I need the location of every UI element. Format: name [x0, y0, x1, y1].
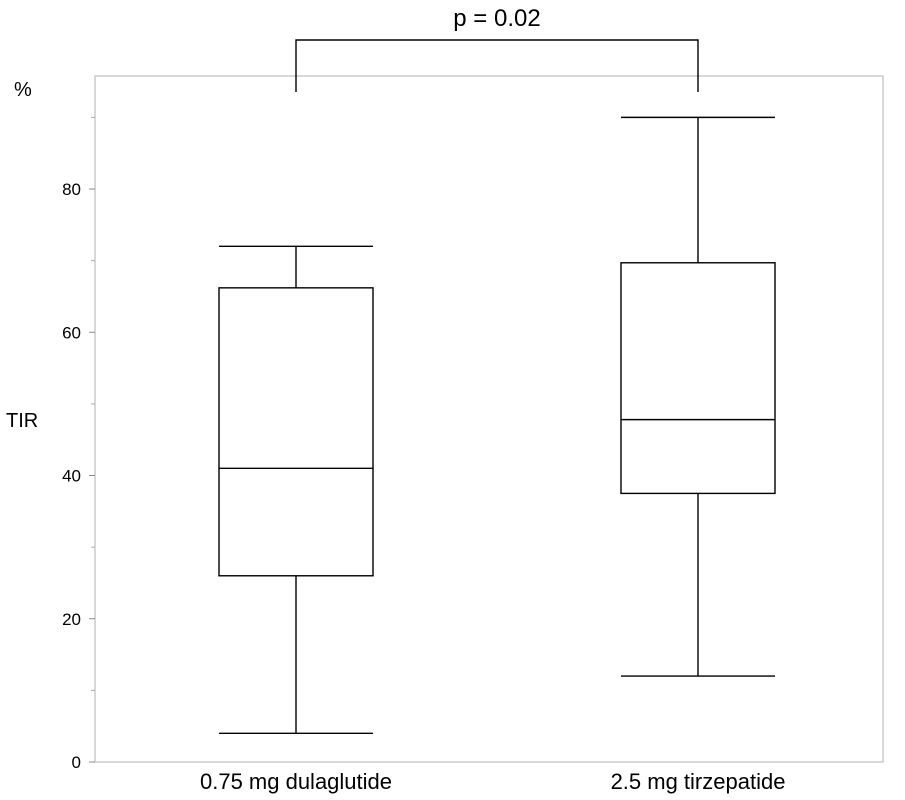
y-tick-label: 60 — [62, 323, 81, 342]
x-category-label: 0.75 mg dulaglutide — [200, 769, 392, 794]
iqr-box — [620, 262, 776, 495]
significance-annotation: p = 0.02 — [295, 5, 699, 92]
y-axis: 0 20 40 60 80 — [62, 116, 95, 772]
y-tick-label: 20 — [62, 610, 81, 629]
p-value-label: p = 0.02 — [453, 5, 540, 32]
plot-frame — [94, 75, 884, 763]
box-2 — [620, 116, 776, 677]
y-axis-unit: % — [14, 79, 32, 101]
y-tick-label: 40 — [62, 467, 81, 486]
x-category-label: 2.5 mg tirzepatide — [611, 769, 786, 794]
significance-bracket — [295, 39, 699, 92]
y-tick-label: 0 — [72, 753, 81, 772]
y-axis-title: TIR — [6, 410, 38, 432]
box-1 — [218, 245, 374, 735]
boxes — [218, 116, 776, 735]
x-axis-labels: 0.75 mg dulaglutide 2.5 mg tirzepatide — [200, 769, 785, 794]
iqr-box — [218, 287, 374, 577]
y-tick-label: 80 — [62, 180, 81, 199]
